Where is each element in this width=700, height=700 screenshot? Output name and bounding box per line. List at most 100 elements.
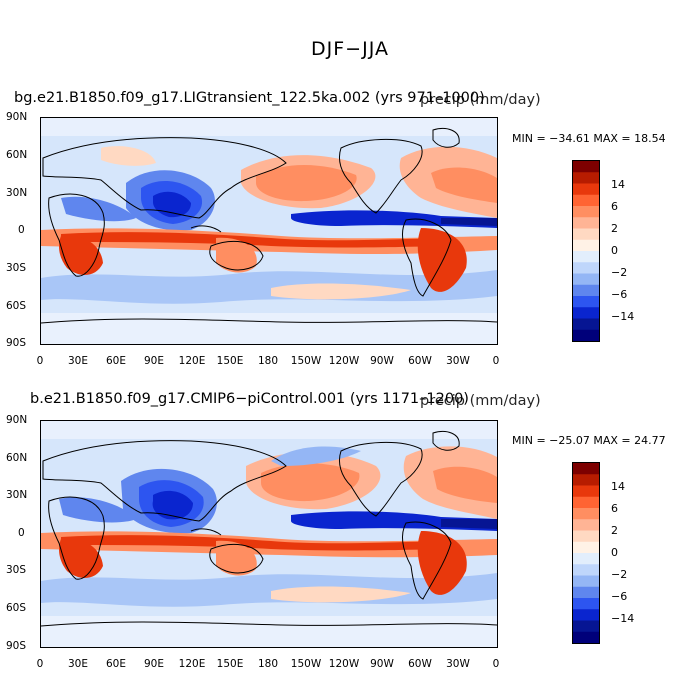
cb1-label-5: −6 bbox=[611, 288, 628, 301]
panel-1-map-svg bbox=[41, 118, 497, 344]
panel-2-colorbar-svg bbox=[573, 463, 599, 644]
colorbar-swatch bbox=[573, 228, 599, 241]
p2-lon-6: 180 bbox=[257, 658, 279, 670]
colorbar-swatch bbox=[573, 273, 599, 286]
p1-lon-12: 0 bbox=[492, 355, 500, 367]
p2-lon-11: 30W bbox=[446, 658, 470, 670]
panel-2-map bbox=[40, 420, 498, 648]
p1-lon-5: 150E bbox=[216, 355, 244, 367]
panel-2-stats: MIN = −25.07 MAX = 24.77 bbox=[512, 434, 666, 447]
colorbar-swatch bbox=[573, 329, 599, 342]
colorbar-swatch bbox=[573, 586, 599, 599]
colorbar-swatch bbox=[573, 206, 599, 218]
colorbar-swatch bbox=[573, 183, 599, 196]
panel-2-title: b.e21.B1850.f09_g17.CMIP6−piControl.001 … bbox=[30, 391, 469, 407]
p2-lon-1: 30E bbox=[68, 658, 88, 670]
cb2-label-4: −2 bbox=[611, 568, 628, 581]
colorbar-swatch bbox=[573, 194, 599, 207]
p2-lon-5: 150E bbox=[216, 658, 244, 670]
p1-lon-1: 30E bbox=[68, 355, 88, 367]
figure-title: DJF−JJA bbox=[311, 38, 389, 60]
p1-lon-0: 0 bbox=[36, 355, 44, 367]
cb2-label-1: 6 bbox=[611, 502, 618, 515]
colorbar-swatch bbox=[573, 161, 599, 173]
colorbar-swatch bbox=[573, 598, 599, 610]
p1-lon-3: 90E bbox=[144, 355, 164, 367]
cb1-label-0: 14 bbox=[611, 178, 625, 191]
cb2-label-5: −6 bbox=[611, 590, 628, 603]
p1-lon-6: 180 bbox=[257, 355, 279, 367]
colorbar-swatch bbox=[573, 553, 599, 565]
colorbar-swatch bbox=[573, 296, 599, 308]
p2-lon-0: 0 bbox=[36, 658, 44, 670]
colorbar-swatch bbox=[573, 496, 599, 509]
p1-lat-2: 30N bbox=[6, 187, 28, 199]
p1-lon-2: 60E bbox=[106, 355, 126, 367]
colorbar-swatch bbox=[573, 530, 599, 543]
cb2-label-6: −14 bbox=[611, 612, 635, 625]
panel-1-colorbar bbox=[572, 160, 600, 342]
p2-lon-9: 90W bbox=[370, 658, 394, 670]
cb1-label-3: 0 bbox=[611, 244, 618, 257]
p1-lat-1: 60N bbox=[6, 149, 28, 161]
p2-lon-7: 150W bbox=[290, 658, 322, 670]
colorbar-swatch bbox=[573, 485, 599, 498]
p1-lon-10: 60W bbox=[408, 355, 432, 367]
colorbar-swatch bbox=[573, 541, 599, 554]
p2-lat-3: 0 bbox=[18, 527, 25, 539]
cb2-label-2: 2 bbox=[611, 524, 618, 537]
p1-lon-11: 30W bbox=[446, 355, 470, 367]
cb1-label-1: 6 bbox=[611, 200, 618, 213]
colorbar-swatch bbox=[573, 564, 599, 576]
colorbar-swatch bbox=[573, 217, 599, 229]
p1-lat-6: 90S bbox=[6, 337, 27, 349]
colorbar-swatch bbox=[573, 463, 599, 475]
panel-1-map bbox=[40, 117, 498, 345]
panel-2-variable: precip (mm/day) bbox=[420, 393, 541, 409]
p2-lon-10: 60W bbox=[408, 658, 432, 670]
p2-lon-2: 60E bbox=[106, 658, 126, 670]
colorbar-swatch bbox=[573, 251, 599, 263]
colorbar-swatch bbox=[573, 474, 599, 486]
colorbar-swatch bbox=[573, 284, 599, 297]
panel-1-title: bg.e21.B1850.f09_g17.LIGtransient_122.5k… bbox=[14, 90, 485, 106]
panel-2-map-svg bbox=[41, 421, 497, 647]
panel-1-stats: MIN = −34.61 MAX = 18.54 bbox=[512, 132, 666, 145]
panel-1-colorbar-svg bbox=[573, 161, 599, 342]
p1-lat-0: 90N bbox=[6, 111, 28, 123]
p2-lon-4: 120E bbox=[178, 658, 206, 670]
p2-lat-6: 90S bbox=[6, 640, 27, 652]
cb2-label-3: 0 bbox=[611, 546, 618, 559]
p2-lat-1: 60N bbox=[6, 452, 28, 464]
p1-lon-9: 90W bbox=[370, 355, 394, 367]
p1-lon-7: 150W bbox=[290, 355, 322, 367]
cb1-label-2: 2 bbox=[611, 222, 618, 235]
panel-2-colorbar bbox=[572, 462, 600, 644]
p1-lat-5: 60S bbox=[6, 300, 27, 312]
colorbar-swatch bbox=[573, 508, 599, 520]
cb1-label-6: −14 bbox=[611, 310, 635, 323]
colorbar-swatch bbox=[573, 519, 599, 531]
colorbar-swatch bbox=[573, 307, 599, 319]
p1-lon-8: 120W bbox=[328, 355, 360, 367]
colorbar-swatch bbox=[573, 575, 599, 588]
p2-lon-12: 0 bbox=[492, 658, 500, 670]
colorbar-swatch bbox=[573, 631, 599, 644]
colorbar-swatch bbox=[573, 609, 599, 621]
p1-lat-4: 30S bbox=[6, 262, 27, 274]
p2-lat-4: 30S bbox=[6, 564, 27, 576]
panel-1-variable: precip (mm/day) bbox=[420, 92, 541, 108]
p2-lat-0: 90N bbox=[6, 414, 28, 426]
colorbar-swatch bbox=[573, 239, 599, 252]
p2-lat-2: 30N bbox=[6, 489, 28, 501]
p2-lon-8: 120W bbox=[328, 658, 360, 670]
colorbar-swatch bbox=[573, 262, 599, 274]
cb1-label-4: −2 bbox=[611, 266, 628, 279]
colorbar-swatch bbox=[573, 318, 599, 331]
p2-lon-3: 90E bbox=[144, 658, 164, 670]
p2-lat-5: 60S bbox=[6, 602, 27, 614]
colorbar-swatch bbox=[573, 620, 599, 633]
p1-lon-4: 120E bbox=[178, 355, 206, 367]
cb2-label-0: 14 bbox=[611, 480, 625, 493]
p1-lat-3: 0 bbox=[18, 224, 25, 236]
